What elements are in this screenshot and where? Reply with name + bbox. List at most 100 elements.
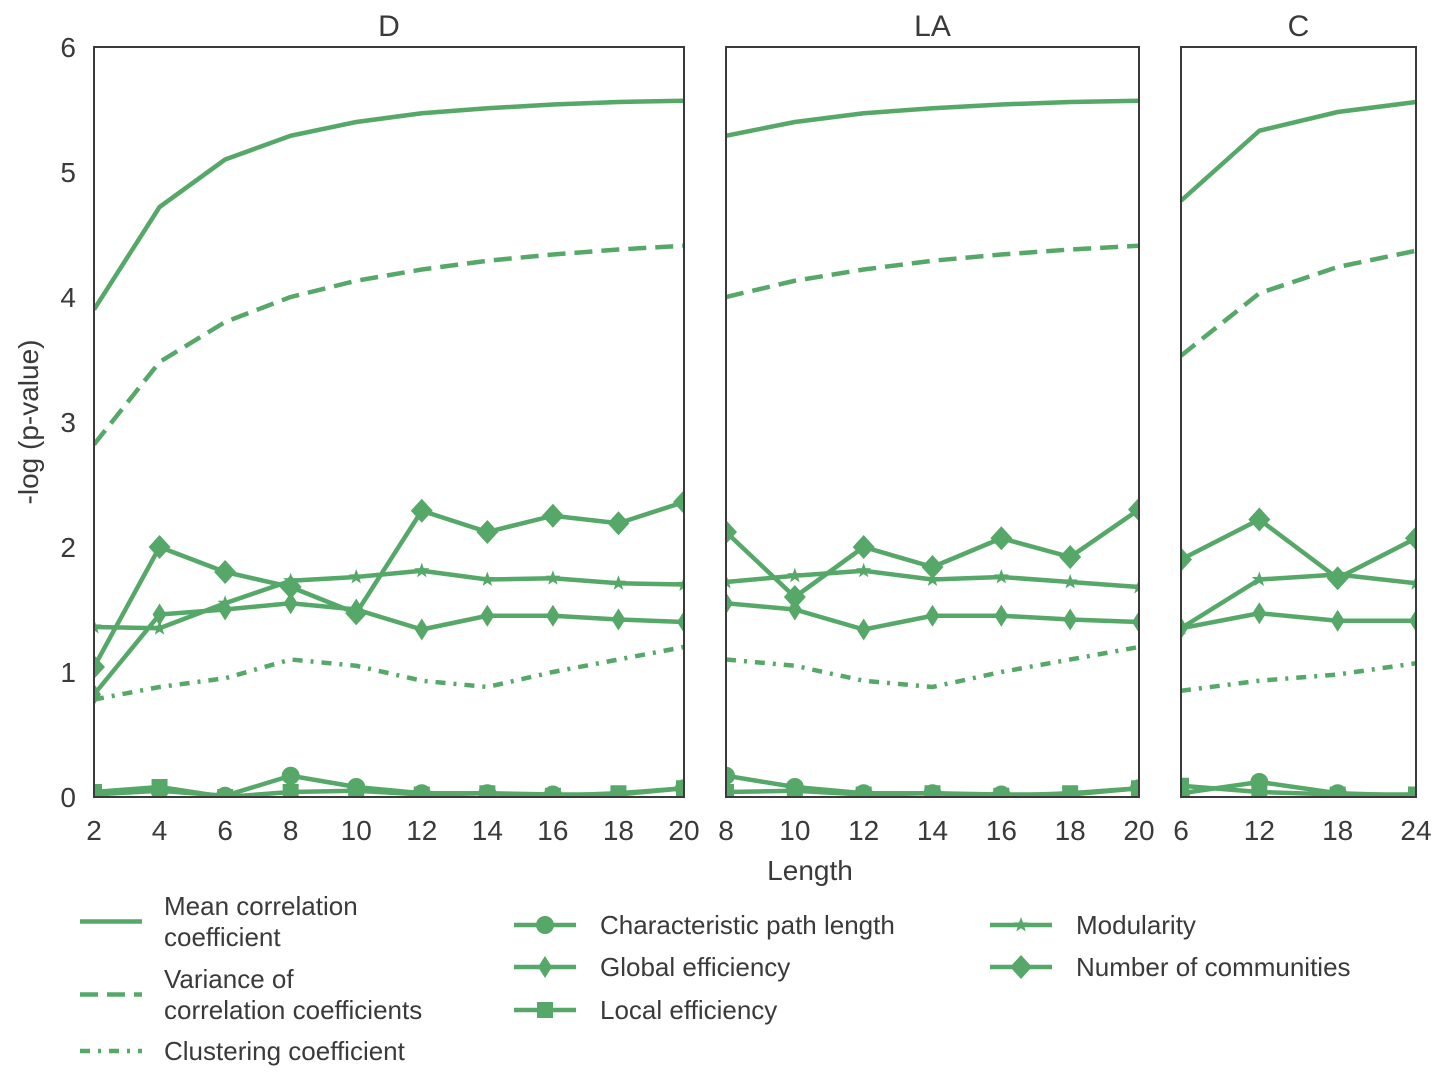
series-line [94, 568, 684, 631]
series-variance-of-correlation-coefficients [94, 243, 684, 446]
x-tick-label: 18 [1322, 815, 1353, 846]
data-point [783, 585, 806, 609]
data-point [345, 601, 368, 626]
data-point [607, 511, 630, 536]
x-tick-label: 8 [718, 815, 734, 846]
x-tick-label: 12 [848, 815, 879, 846]
data-point [151, 620, 168, 635]
x-tick-label: 6 [1173, 815, 1189, 846]
data-point [1181, 547, 1192, 572]
data-point [787, 567, 803, 583]
series-line [726, 98, 1139, 138]
series-line [1181, 611, 1416, 631]
y-tick-label: 4 [60, 282, 76, 313]
legend-marker [537, 1002, 553, 1018]
x-tick-label: 12 [1244, 815, 1275, 846]
data-point [1248, 507, 1271, 532]
data-point [214, 560, 237, 584]
data-point [924, 785, 941, 797]
data-point [1181, 777, 1189, 794]
data-point [676, 780, 684, 797]
data-point [611, 608, 626, 631]
legend-item-characteristic-path-length: Characteristic path length [514, 910, 895, 940]
plot-area [726, 98, 1139, 797]
data-point [413, 786, 430, 797]
data-point [479, 785, 496, 797]
series-number-of-communities [94, 490, 684, 679]
data-point [1408, 786, 1416, 797]
x-tick-label: 16 [537, 815, 568, 846]
series-line [1181, 661, 1416, 693]
data-point [544, 787, 561, 797]
data-point [610, 575, 627, 590]
data-point [1408, 575, 1416, 590]
data-point [282, 784, 299, 797]
data-point [856, 562, 872, 578]
legend-label: Characteristic path length [600, 910, 895, 940]
data-point [94, 619, 102, 634]
data-point [151, 779, 168, 795]
data-point [786, 782, 803, 797]
data-point [152, 603, 167, 626]
panel-title: C [1288, 10, 1310, 43]
data-point [1409, 609, 1416, 632]
series-variance-of-correlation-coefficients [1181, 248, 1416, 358]
series-clustering-coefficient [94, 644, 684, 702]
x-tick-label: 4 [152, 815, 168, 846]
data-point [1251, 571, 1267, 586]
series-line [1181, 572, 1416, 631]
legend-item-local-efficiency: Local efficiency [514, 995, 777, 1025]
data-point [414, 562, 430, 578]
data-point [1131, 579, 1139, 594]
x-tick-label: 12 [406, 815, 437, 846]
data-point [726, 520, 737, 544]
data-point [545, 570, 561, 585]
x-tick-label: 14 [472, 815, 503, 846]
panel-la: LA 8 10 12 14 16 18 20 [718, 10, 1154, 846]
data-point [1062, 785, 1079, 797]
y-tick-label: 3 [60, 407, 76, 438]
legend-label: Modularity [1076, 910, 1196, 940]
data-point [217, 789, 234, 797]
data-point [94, 655, 105, 679]
data-point [726, 766, 735, 785]
data-point [921, 555, 944, 579]
data-point [1329, 786, 1346, 797]
legend-label: Clustering coefficient [164, 1036, 406, 1066]
y-tick-label: 2 [60, 532, 76, 563]
panel-title: D [378, 10, 400, 43]
legend-item-global-efficiency: Global efficiency [514, 952, 790, 982]
panel-title: LA [914, 10, 951, 43]
series-clustering-coefficient [1181, 661, 1416, 693]
data-point [480, 604, 495, 627]
data-point [852, 535, 875, 559]
data-point [148, 535, 171, 559]
x-tick-label: 16 [986, 815, 1017, 846]
legend-marker [538, 956, 552, 978]
series-global-efficiency [94, 592, 684, 706]
data-point [414, 618, 429, 641]
x-tick-label: 10 [779, 815, 810, 846]
series-global-efficiency [726, 592, 1139, 641]
legend-label: Variance of [164, 964, 294, 994]
y-tick-label: 0 [60, 782, 76, 813]
series-characteristic-path-length [94, 766, 684, 797]
x-tick-label: 14 [917, 815, 948, 846]
data-point [1062, 574, 1078, 589]
legend-label: coefficient [164, 922, 281, 952]
series-line [1181, 99, 1416, 203]
legend-label: Mean correlation [164, 891, 358, 921]
x-tick-label: 2 [86, 815, 102, 846]
data-point [993, 569, 1009, 584]
data-point [410, 498, 433, 523]
data-point [1405, 526, 1416, 551]
legend-label: correlation coefficients [164, 995, 422, 1025]
x-tick-label: 18 [603, 815, 634, 846]
axes-frame [1180, 46, 1417, 798]
panel-c: C 6 12 18 24 [1173, 10, 1431, 846]
data-point [673, 490, 684, 514]
data-point [610, 785, 627, 797]
series-line [1181, 783, 1416, 797]
